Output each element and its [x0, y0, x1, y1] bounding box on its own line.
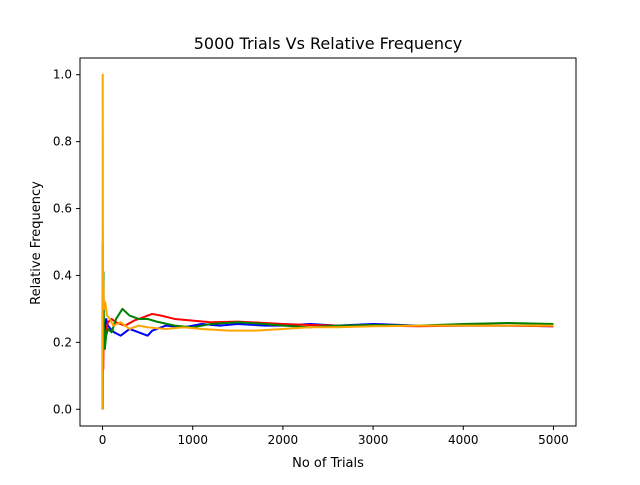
series-line-4 — [101, 73, 554, 410]
y-tick-label: 0.6 — [53, 202, 72, 216]
plot-area-frame — [79, 57, 577, 427]
y-tick-label: 0.0 — [53, 402, 72, 416]
x-tick-label: 1000 — [177, 433, 208, 447]
x-tick-label: 4000 — [448, 433, 479, 447]
series-layer — [101, 73, 554, 410]
y-tick-label: 0.4 — [53, 268, 72, 282]
x-tick-label: 0 — [99, 433, 107, 447]
x-axis-label: No of Trials — [292, 456, 364, 471]
y-axis-ticks: 0.0 0.2 0.4 0.6 0.8 1.0 — [53, 68, 80, 416]
series-line-3 — [101, 241, 554, 410]
x-tick-label: 5000 — [538, 433, 569, 447]
y-axis-label: Relative Frequency — [29, 181, 44, 305]
x-axis-ticks: 0 1000 2000 3000 4000 5000 — [99, 426, 569, 447]
y-tick-label: 0.8 — [53, 135, 72, 149]
x-tick-label: 3000 — [358, 433, 389, 447]
y-tick-label: 1.0 — [53, 68, 72, 82]
y-tick-label: 0.2 — [53, 335, 72, 349]
chart-title: 5000 Trials Vs Relative Frequency — [194, 34, 463, 53]
x-tick-label: 2000 — [268, 433, 299, 447]
